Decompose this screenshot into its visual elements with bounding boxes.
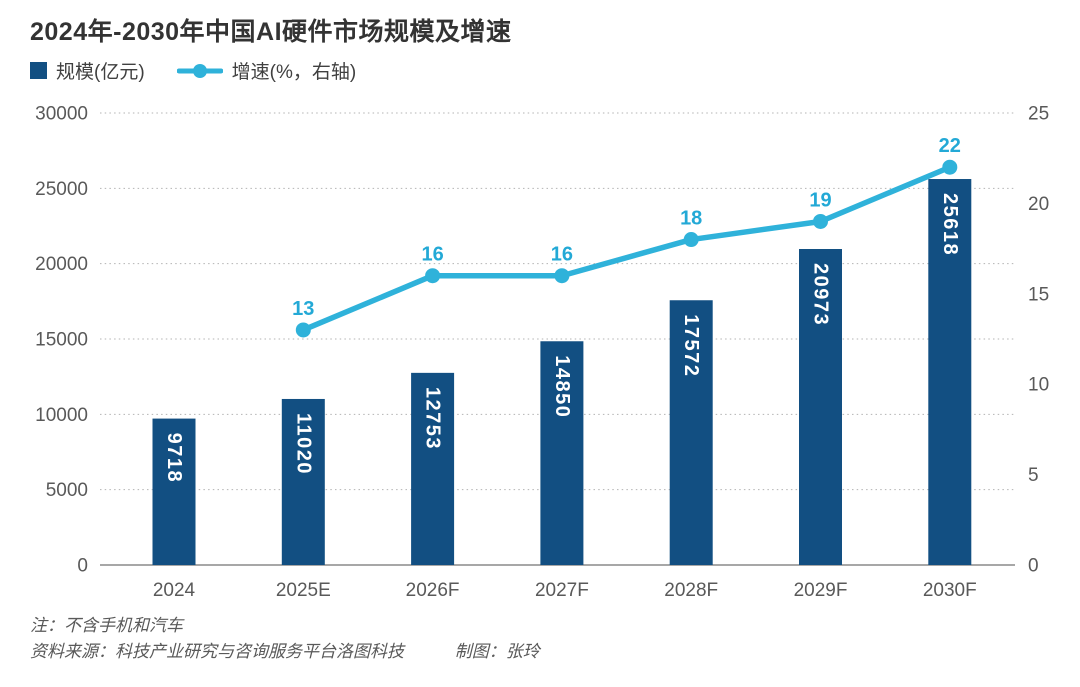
- x-axis-category-label: 2026F: [406, 580, 460, 601]
- bar-2026F: [411, 372, 455, 565]
- growth-point-label: 22: [939, 135, 961, 157]
- source-text: 资料来源：科技产业研究与咨询服务平台洛图科技: [30, 642, 404, 661]
- legend-item-growth: 增速(%，右轴): [176, 57, 357, 84]
- x-axis-category-label: 2030F: [923, 580, 977, 601]
- right-axis-tick-label: 25: [1028, 104, 1049, 125]
- x-axis-category-label: 2027F: [535, 580, 589, 601]
- bar-value-label: 14850: [551, 355, 573, 418]
- legend-label-scale: 规模(亿元): [56, 62, 145, 83]
- bar-series-swatch-icon: [30, 62, 47, 79]
- x-axis-category-label: 2029F: [794, 580, 848, 601]
- legend: 规模(亿元) 增速(%，右轴): [30, 57, 356, 84]
- growth-point-label: 13: [292, 298, 314, 320]
- chart-title: 2024年-2030年中国AI硬件市场规模及增速: [30, 18, 512, 46]
- x-axis-category-label: 2025E: [276, 580, 331, 601]
- bar-value-label: 25618: [939, 193, 961, 256]
- left-axis-tick-label: 30000: [35, 104, 88, 125]
- left-axis-tick-label: 0: [77, 556, 88, 577]
- left-axis-tick-label: 10000: [35, 405, 88, 426]
- growth-point-label: 16: [551, 244, 573, 266]
- right-axis-tick-label: 20: [1028, 194, 1049, 215]
- right-axis-tick-label: 0: [1028, 556, 1039, 577]
- bar-value-label: 20973: [810, 263, 832, 326]
- left-axis-tick-label: 20000: [35, 254, 88, 275]
- x-axis-category-label: 2024: [153, 580, 196, 601]
- left-axis-tick-label: 5000: [46, 480, 88, 501]
- right-axis-tick-label: 15: [1028, 284, 1049, 305]
- growth-point-label: 18: [680, 208, 702, 230]
- growth-point-marker: [813, 213, 828, 229]
- right-axis-tick-label: 5: [1028, 465, 1039, 486]
- growth-point-marker: [554, 268, 570, 284]
- bar-2030F: [928, 179, 972, 565]
- bar-2027F: [540, 341, 584, 565]
- bar-2024: [152, 418, 196, 565]
- source-row: 资料来源：科技产业研究与咨询服务平台洛图科技 制图：张玲: [30, 639, 540, 665]
- growth-line: [300, 164, 953, 333]
- bar-2028F: [669, 300, 713, 565]
- note-text: 注：不含手机和汽车: [30, 616, 183, 635]
- growth-point-marker: [683, 232, 699, 248]
- left-axis-tick-label: 15000: [35, 330, 88, 351]
- bar-value-label: 11020: [292, 413, 314, 475]
- x-axis-category-label: 2028F: [664, 580, 718, 601]
- bar-value-label: 17572: [680, 314, 702, 377]
- growth-point-marker: [295, 322, 311, 338]
- chart-notes: 注：不含手机和汽车 资料来源：科技产业研究与咨询服务平台洛图科技 制图：张玲: [30, 613, 540, 665]
- bar-2029F: [799, 249, 842, 565]
- legend-label-growth: 增速(%，右轴): [231, 62, 357, 83]
- line-series-swatch-icon: [176, 63, 223, 78]
- bar-2025E: [281, 398, 325, 565]
- credit-text: 制图：张玲: [454, 642, 540, 661]
- growth-point-label: 16: [421, 244, 443, 266]
- bar-value-label: 12753: [422, 387, 444, 450]
- bar-value-label: 9718: [163, 433, 185, 484]
- right-axis-tick-label: 10: [1028, 375, 1049, 396]
- legend-item-scale: 规模(亿元): [30, 57, 145, 84]
- left-axis-tick-label: 25000: [35, 179, 88, 200]
- growth-point-label: 19: [809, 189, 831, 211]
- growth-point-marker: [425, 268, 441, 284]
- growth-point-marker: [942, 159, 958, 175]
